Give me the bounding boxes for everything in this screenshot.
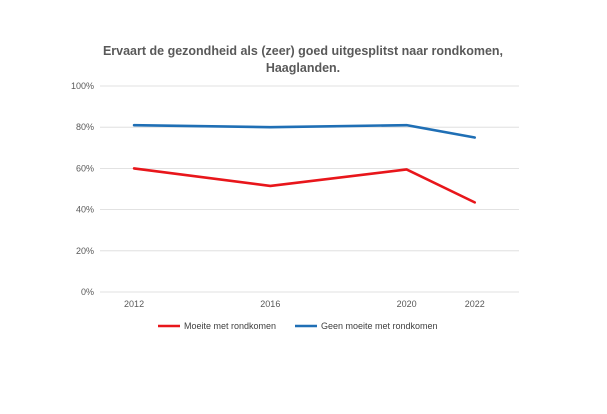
chart-title-line-2: Haaglanden. <box>266 61 340 75</box>
data-series <box>132 123 477 204</box>
legend-label: Moeite met rondkomen <box>184 321 276 331</box>
y-tick-label: 100% <box>71 81 94 91</box>
y-tick-label: 40% <box>76 205 94 215</box>
y-gridlines <box>100 85 519 293</box>
y-tick-label: 0% <box>81 287 94 297</box>
chart-legend: Moeite met rondkomen Geen moeite met rond… <box>158 321 438 331</box>
x-axis-tick-labels: 2012 2016 2020 2022 <box>124 299 485 309</box>
y-axis-tick-labels: 0% 20% 40% 60% 80% 100% <box>71 81 94 297</box>
chart-title-line-1: Ervaart de gezondheid als (zeer) goed ui… <box>103 44 503 58</box>
series-line-1 <box>132 167 477 204</box>
x-tick-label: 2020 <box>397 299 417 309</box>
y-tick-label: 20% <box>76 246 94 256</box>
x-tick-label: 2016 <box>260 299 280 309</box>
chart-title: Ervaart de gezondheid als (zeer) goed ui… <box>103 44 503 75</box>
y-tick-label: 80% <box>76 122 94 132</box>
legend-label: Geen moeite met rondkomen <box>321 321 438 331</box>
x-tick-label: 2022 <box>465 299 485 309</box>
series-line-2 <box>132 123 477 139</box>
x-tick-label: 2012 <box>124 299 144 309</box>
y-tick-label: 60% <box>76 163 94 173</box>
